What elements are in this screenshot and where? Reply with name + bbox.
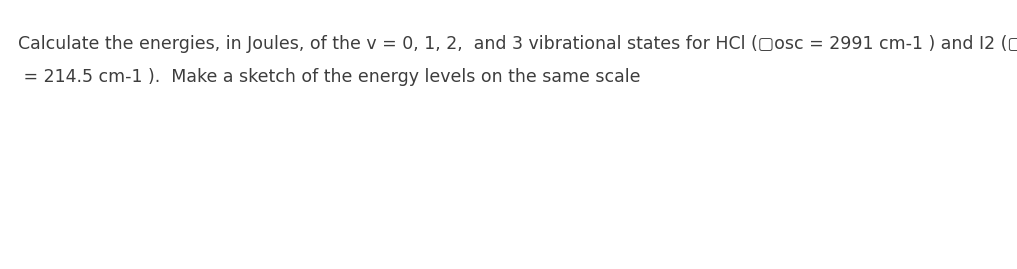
Text: Calculate the energies, in Joules, of the v = 0, 1, 2,  and 3 vibrational states: Calculate the energies, in Joules, of th…	[18, 35, 1017, 53]
Text: = 214.5 cm-1 ).  Make a sketch of the energy levels on the same scale: = 214.5 cm-1 ). Make a sketch of the ene…	[18, 68, 641, 86]
